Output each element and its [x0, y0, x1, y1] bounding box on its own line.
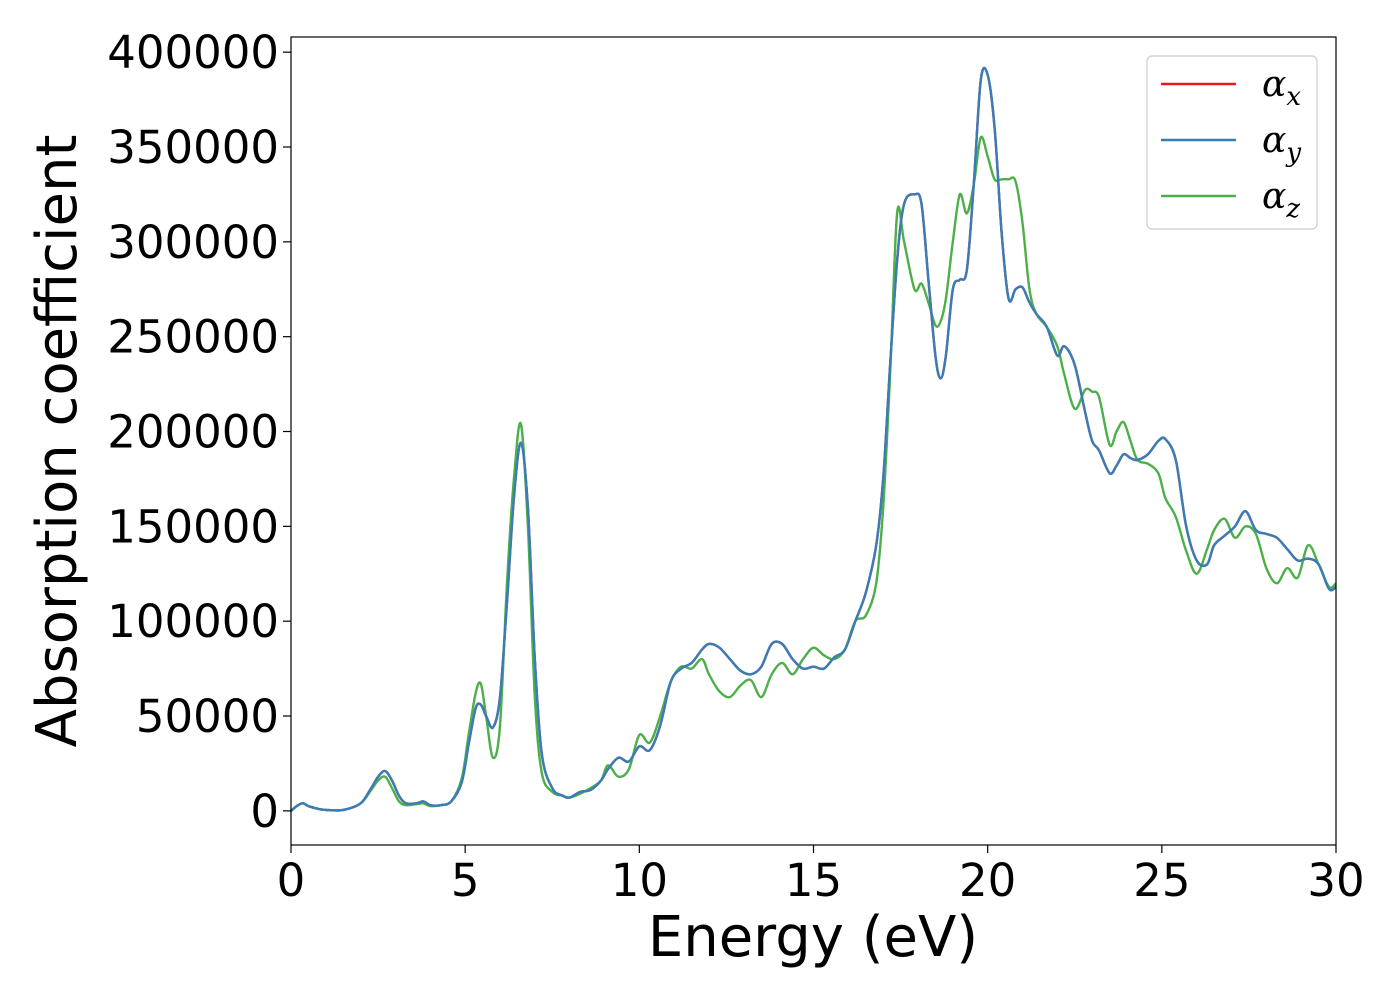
legend-subscript: x [1286, 82, 1301, 112]
legend-symbol: α [1262, 64, 1286, 105]
y-tick-label: 0 [250, 785, 279, 838]
x-tick-label: 25 [1133, 854, 1190, 907]
legend-box [1146, 55, 1318, 230]
x-axis-ticks: 0 5 10 15 20 25 30 [277, 845, 1365, 907]
legend-label-alpha-z: αz [1262, 176, 1300, 224]
y-axis-title: Absorption coefficient [25, 135, 90, 748]
y-tick-label: 150000 [107, 500, 279, 553]
legend-label-alpha-x: αx [1262, 64, 1301, 112]
y-axis-ticks: 0 50000 100000 150000 200000 250000 300000 3500… [107, 26, 291, 838]
series-line-alpha-y [290, 66, 1337, 812]
x-tick-label: 30 [1307, 854, 1364, 907]
series-group [290, 66, 1337, 812]
y-tick-label: 400000 [107, 26, 279, 79]
legend-symbol: α [1262, 176, 1286, 217]
y-tick-label: 350000 [107, 121, 279, 174]
legend-symbol: α [1262, 120, 1286, 161]
x-tick-label: 10 [611, 854, 668, 907]
x-tick-label: 20 [959, 854, 1016, 907]
y-tick-label: 300000 [107, 216, 279, 269]
x-tick-label: 5 [451, 854, 480, 907]
y-tick-label: 200000 [107, 406, 279, 459]
y-tick-label: 250000 [107, 311, 279, 364]
y-tick-label: 100000 [107, 595, 279, 648]
legend-subscript: z [1285, 194, 1300, 224]
x-tick-label: 15 [785, 854, 842, 907]
x-axis-title: Energy (eV) [648, 905, 978, 970]
legend-label-alpha-y: αy [1262, 120, 1301, 168]
y-tick-label: 50000 [136, 690, 279, 743]
series-line-alpha-z [290, 135, 1337, 812]
x-tick-label: 0 [277, 854, 306, 907]
legend-subscript: y [1285, 138, 1301, 168]
